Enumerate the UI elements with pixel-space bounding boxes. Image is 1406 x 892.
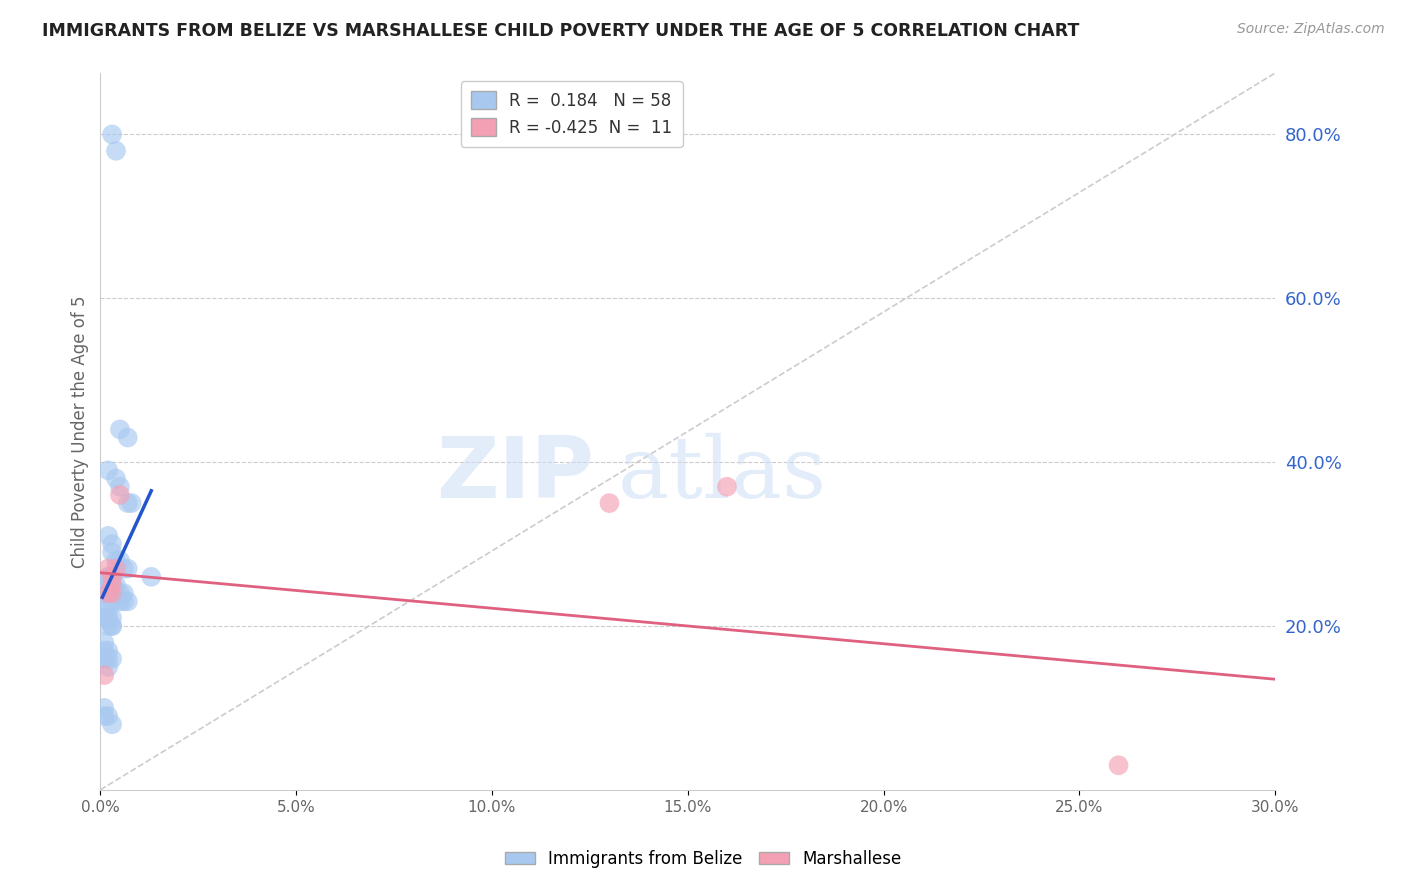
Point (108, 553, 131, 567)
Y-axis label: Child Poverty Under the Age of 5: Child Poverty Under the Age of 5 (72, 295, 89, 567)
Point (108, 488, 131, 502)
Point (97, 570, 120, 584)
Point (108, 586, 131, 600)
Point (97, 643, 120, 657)
Text: Source: ZipAtlas.com: Source: ZipAtlas.com (1237, 22, 1385, 37)
Point (716, 480, 738, 494)
Point (93, 635, 115, 649)
Point (93, 701, 115, 715)
Point (97, 619, 120, 633)
Point (93, 652, 115, 666)
Point (101, 611, 124, 625)
Point (97, 602, 120, 616)
Legend: Immigrants from Belize, Marshallese: Immigrants from Belize, Marshallese (498, 844, 908, 875)
Point (93, 602, 115, 616)
Point (105, 144, 128, 158)
Point (105, 553, 128, 567)
Point (101, 619, 124, 633)
Text: ZIP: ZIP (436, 433, 593, 516)
Point (108, 594, 131, 608)
Point (101, 545, 124, 559)
Point (97, 660, 120, 674)
Point (93, 586, 115, 600)
Point (105, 561, 128, 575)
Point (117, 561, 139, 575)
Point (93, 611, 115, 625)
Point (101, 578, 124, 592)
Point (117, 594, 139, 608)
Point (97, 586, 120, 600)
Point (108, 422, 131, 436)
Point (117, 496, 139, 510)
Point (101, 570, 124, 584)
Point (97, 652, 120, 666)
Point (105, 471, 128, 485)
Point (97, 561, 120, 575)
Point (97, 570, 120, 584)
Point (105, 578, 128, 592)
Point (93, 709, 115, 723)
Point (101, 652, 124, 666)
Point (93, 578, 115, 592)
Point (93, 668, 115, 682)
Point (97, 709, 120, 723)
Point (598, 496, 620, 510)
Point (1108, 758, 1130, 772)
Legend: R =  0.184   N = 58, R = -0.425  N =  11: R = 0.184 N = 58, R = -0.425 N = 11 (461, 81, 682, 147)
Point (97, 578, 120, 592)
Point (101, 570, 124, 584)
Text: IMMIGRANTS FROM BELIZE VS MARSHALLESE CHILD POVERTY UNDER THE AGE OF 5 CORRELATI: IMMIGRANTS FROM BELIZE VS MARSHALLESE CH… (42, 22, 1080, 40)
Point (112, 594, 135, 608)
Point (97, 586, 120, 600)
Point (101, 619, 124, 633)
Point (101, 594, 124, 608)
Point (101, 128, 124, 142)
Point (105, 586, 128, 600)
Point (101, 578, 124, 592)
Point (97, 578, 120, 592)
Point (112, 586, 135, 600)
Text: atlas: atlas (617, 433, 827, 516)
Point (141, 570, 163, 584)
Point (97, 611, 120, 625)
Point (112, 561, 135, 575)
Point (101, 578, 124, 592)
Point (97, 578, 120, 592)
Point (97, 463, 120, 477)
Point (101, 537, 124, 551)
Point (117, 431, 139, 445)
Point (97, 529, 120, 543)
Point (101, 586, 124, 600)
Point (108, 480, 131, 494)
Point (101, 586, 124, 600)
Point (101, 717, 124, 731)
Point (101, 570, 124, 584)
Point (93, 643, 115, 657)
Point (121, 496, 143, 510)
Point (101, 578, 124, 592)
